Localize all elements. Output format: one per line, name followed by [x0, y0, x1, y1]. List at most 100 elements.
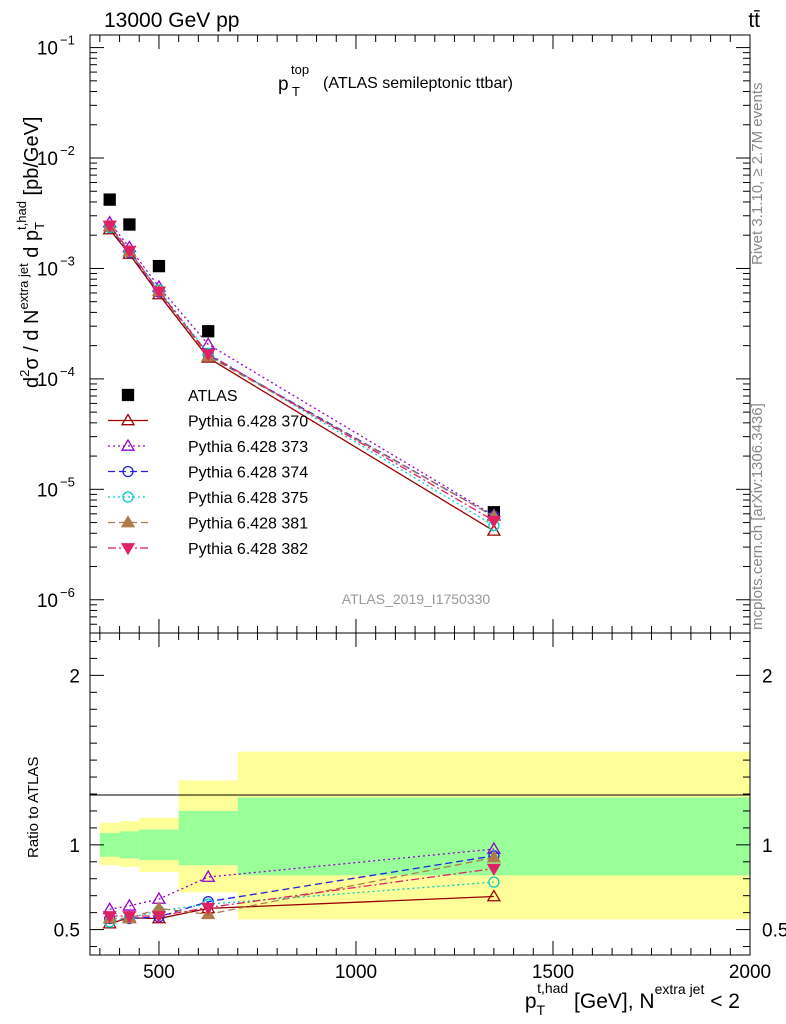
- rivet-version-label: Rivet 3.1.10, ≥ 2.7M events: [749, 83, 766, 266]
- ylabel-thad: t,had: [14, 201, 29, 230]
- main-data-point: [151, 286, 167, 299]
- ratio-data-point: [201, 869, 216, 882]
- ratio-band-green: [119, 831, 140, 859]
- legend-entry-label: Pythia 6.428 375: [188, 490, 308, 507]
- title-sup: top: [291, 62, 309, 77]
- ratio-data-point: [486, 889, 502, 902]
- main-data-point: [122, 245, 137, 258]
- ratio-band-green: [99, 832, 120, 857]
- legend-marker: [120, 515, 136, 528]
- xlabel-T: T: [537, 1002, 546, 1018]
- ratio-data-point: [122, 911, 137, 924]
- ylabel-T: T: [32, 222, 47, 230]
- xlabel-thad: t,had: [537, 980, 568, 996]
- ratio-y-tick-label-left: 2: [69, 666, 80, 687]
- xlabel-p: p: [525, 990, 537, 1013]
- svg-text:p: p: [278, 74, 289, 95]
- ratio-axis-ticks: 0.5 0.5 1 1 2 2 500 1000 1500 2000: [54, 633, 786, 983]
- legend: ATLAS Pythia 6.428 370 Pythia 6.428 373 Pyt…: [108, 388, 308, 558]
- title-main: p: [278, 74, 289, 95]
- main-y-tick-label: 10: [37, 480, 58, 501]
- main-y-tick-exponent: −3: [60, 253, 75, 268]
- ratio-uncertainty-bands: [99, 751, 750, 920]
- main-y-tick-label: 10: [37, 259, 58, 280]
- ratio-data-point: [486, 850, 502, 863]
- main-y-tick-base: 10: [37, 39, 58, 60]
- main-y-tick-label: 10: [37, 149, 58, 170]
- main-y-tick-base: 10: [37, 591, 58, 612]
- ratio-series-pythia-6-428-382: [102, 863, 502, 924]
- ratio-y-tick-label-right: 0.5: [762, 921, 786, 942]
- main-y-tick-label: 10: [37, 370, 58, 391]
- main-data-point: [486, 515, 502, 528]
- main-data-point: [103, 193, 116, 206]
- main-data-point: [102, 220, 117, 233]
- main-y-tick-exponent: −1: [60, 33, 75, 48]
- ratio-y-axis-label: Ratio to ATLAS: [25, 757, 42, 858]
- legend-marker: [120, 438, 136, 451]
- x-axis-label: pTt,had [GeV], Nextra jet < 2: [525, 980, 740, 1018]
- ratio-band-green: [237, 797, 750, 876]
- main-y-tick-label: 10: [37, 39, 58, 60]
- legend-marker: [120, 413, 136, 426]
- main-y-tick-exponent: −5: [60, 474, 75, 489]
- analysis-tag: ATLAS_2019_I1750330: [342, 591, 491, 607]
- main-y-tick-exponent: −4: [60, 364, 75, 379]
- main-series-pythia-6-428-382: [102, 220, 502, 528]
- main-y-tick-label: 10: [37, 591, 58, 612]
- legend-entry-label: ATLAS: [188, 388, 238, 405]
- legend-marker: [122, 491, 134, 503]
- main-y-tick-base: 10: [37, 259, 58, 280]
- ratio-y-tick-label-left: 0.5: [54, 921, 80, 942]
- legend-entry-label: Pythia 6.428 382: [188, 541, 308, 558]
- energy-label: 13000 GeV pp: [104, 9, 239, 32]
- legend-entry-label: Pythia 6.428 381: [188, 516, 308, 533]
- legend-entry-label: Pythia 6.428 370: [188, 414, 308, 431]
- ylabel-dp: d p: [21, 230, 43, 263]
- ratio-band-green: [139, 829, 179, 861]
- ratio-y-tick-label-right: 2: [762, 666, 773, 687]
- main-panel: 10−610−510−410−310−210−1 p T top (ATLAS …: [14, 33, 751, 634]
- legend-entry-label: Pythia 6.428 373: [188, 439, 308, 456]
- ylabel-d: d: [21, 377, 43, 388]
- x-tick-label: 1000: [335, 962, 377, 983]
- ratio-data-point: [486, 863, 502, 876]
- legend-entry-label: Pythia 6.428 374: [188, 465, 308, 482]
- ratio-panel: 0.5 0.5 1 1 2 2 500 1000 1500 2000 Ratio to ATLAS…: [25, 632, 786, 1018]
- process-label: tt̄: [748, 9, 760, 32]
- legend-marker: [120, 543, 136, 556]
- ratio-series-group: [102, 841, 502, 929]
- ylabel-exp2: 2: [17, 370, 32, 377]
- main-series-line: [109, 227, 495, 527]
- ratio-data-point: [201, 902, 216, 915]
- main-y-tick-base: 10: [37, 149, 58, 170]
- main-y-tick-exponent: −6: [60, 585, 75, 600]
- main-y-tick-base: 10: [37, 370, 58, 391]
- main-axis-ticks: 10−610−510−410−310−210−1: [37, 33, 751, 634]
- xlabel-lt2: < 2: [704, 990, 740, 1013]
- ratio-band-green: [178, 810, 238, 866]
- xlabel-gev: [GeV], N: [568, 990, 654, 1013]
- x-tick-label: 2000: [729, 962, 771, 983]
- plot-title: p T top (ATLAS semileptonic ttbar): [278, 62, 513, 99]
- xlabel-extra-jet: extra jet: [655, 981, 705, 997]
- y-axis-label: d2σ / d Nextra jet d pTt,had [pb/GeV]: [14, 117, 47, 388]
- main-data-point: [152, 259, 166, 273]
- ratio-series-pythia-6-428-373: [102, 841, 502, 915]
- ratio-y-tick-label-right: 1: [762, 836, 773, 857]
- title-sub: T: [292, 84, 300, 99]
- ratio-data-point: [151, 911, 167, 924]
- ratio-data-point: [122, 898, 137, 911]
- ratio-data-point: [102, 911, 117, 924]
- legend-marker: [121, 388, 135, 402]
- main-series-line: [109, 229, 495, 532]
- x-tick-label: 1500: [532, 962, 574, 983]
- ratio-y-tick-label-left: 1: [69, 836, 80, 857]
- x-tick-label: 500: [143, 962, 175, 983]
- ylabel-unit: [pb/GeV]: [21, 117, 43, 202]
- mcplots-label: mcplots.cern.ch [arXiv:1306.3436]: [749, 403, 766, 630]
- main-series-group: [102, 193, 502, 536]
- ylabel-sigma: σ / d N: [21, 310, 43, 370]
- ylabel-extra-jet: extra jet: [16, 263, 31, 310]
